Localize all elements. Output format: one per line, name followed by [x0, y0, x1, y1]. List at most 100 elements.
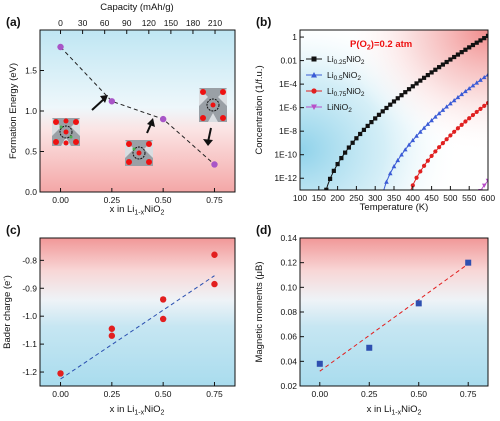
panel-c-xtick-label-2: 0.50	[155, 389, 172, 399]
panel-c-x-title: x in Li1-xNiO2	[110, 404, 165, 417]
panel-b-series-3-point-1	[481, 183, 487, 188]
panel-b-y-title: Concentration (1/f.u.)	[254, 65, 265, 154]
panel-c-point-1	[108, 325, 116, 332]
legend-marker-2	[311, 88, 317, 94]
panel-d-point-2	[415, 300, 422, 307]
panel-b-xtick-label-6: 400	[406, 193, 420, 203]
panel-b-series-1-point-20	[459, 91, 464, 97]
panel-b-series-0-point-8	[354, 136, 359, 141]
panel-b-series-2-point-8	[440, 141, 445, 146]
panel-b-series-2-point-19	[482, 103, 487, 108]
panel-b-series-1-point-1	[387, 171, 393, 176]
panel-d-xtick-label-3: 0.75	[460, 389, 477, 399]
panel-c-ytick-label-2: -1.0	[22, 311, 37, 321]
panel-b-series-2-point-13	[459, 122, 464, 127]
panel-c-ytick-label-1: -1.1	[22, 339, 37, 349]
panel-b-series-1-point-11	[425, 121, 431, 126]
panel-b-series-2-point-0	[410, 183, 415, 188]
panel-d-ytick-label-1: 0.04	[280, 356, 297, 366]
panel-c-point-4	[159, 315, 167, 323]
panel-b-series-0-point-30	[437, 65, 442, 70]
panel-d-x-title: x in Li1-xNiO2	[367, 404, 422, 417]
panel-d-ytick-label-0: 0.02	[280, 381, 297, 391]
panel-a-x-title: x in Li1-xNiO2	[110, 204, 165, 217]
panel-b-series-0-point-13	[373, 116, 378, 121]
panel-b-series-3-point-2	[485, 178, 488, 184]
panel-b-series-0-point-14	[376, 112, 382, 117]
panel-a-x2tick-label-2: 60	[100, 18, 110, 28]
panel-b-series-0-point-12	[369, 120, 374, 125]
panel-b-series-1-point-14	[436, 111, 442, 116]
panel-b-series-1-point-6	[406, 142, 412, 147]
panel-a-point-2	[159, 115, 167, 123]
panel-c-point-2	[108, 332, 116, 339]
legend-label-3: LiNiO2	[327, 102, 352, 114]
panel-a-plot	[57, 43, 218, 168]
panel-b-series-2-point-9	[444, 137, 449, 142]
panel-b-series-1-point-15	[440, 107, 446, 112]
panel-b-series-1-point-19	[455, 94, 461, 100]
panel-b-series-0-point-42	[482, 36, 487, 41]
panel-b-xtick-label-4: 300	[368, 193, 382, 203]
panel-b-series-0-point-35	[455, 52, 461, 57]
panel-c-point-0	[57, 370, 64, 377]
panel-b-series-0-point-16	[384, 105, 389, 111]
panel-a-ytick-label-3: 1.5	[25, 66, 37, 76]
panel-b-series-0-point-34	[452, 54, 457, 60]
panel-b-xtick-label-8: 500	[443, 193, 457, 203]
panel-b-series-1-point-7	[410, 137, 416, 143]
panel-b-series-2-point-11	[452, 129, 457, 134]
structure-inset-x0	[52, 118, 80, 146]
legend-marker-1	[311, 72, 317, 78]
panel-b-series-0-point-22	[406, 87, 412, 92]
panel-a-frame	[39, 29, 236, 193]
panel-a-xtick-label-0: 0.00	[52, 195, 69, 205]
panel-b-series-0-point-5	[343, 150, 348, 155]
panel-b-series-0-point-17	[388, 102, 393, 107]
panel-b-series-0-point-4	[339, 155, 344, 161]
panel-b-series-0-point-40	[474, 40, 479, 45]
panel-b-series-2-point-16	[470, 112, 476, 118]
panel-a-ytick-label-0: 0.0	[25, 187, 37, 197]
panel-d-letter: (d)	[256, 223, 271, 237]
panel-b-series-1-point-0	[384, 179, 389, 184]
panel-d-fit-line	[319, 263, 469, 372]
panel-b-series-1-point-2	[391, 164, 397, 169]
panel-c-point-3	[159, 296, 167, 303]
panel-b-series-0-point-36	[459, 50, 464, 55]
panel-b-series-0-point-7	[350, 140, 355, 145]
panel-b-series-0-point-19	[395, 96, 400, 101]
panel-b-series-1-point-24	[474, 80, 480, 85]
panel-b-series-1-point-3	[395, 157, 401, 163]
panel-b-series-1-point-16	[444, 104, 449, 109]
panel-a-x2tick-label-5: 150	[164, 18, 178, 28]
panel-a-ytick-label-2: 1.0	[25, 106, 37, 116]
panel-b-xtick-label-7: 450	[425, 193, 439, 203]
panel-d-ytick-label-4: 0.10	[280, 282, 297, 292]
panel-a-point-1	[108, 98, 116, 105]
panel-b-series-0-point-31	[440, 62, 445, 67]
structure-inset-x025	[125, 140, 153, 166]
panel-b-series-1-point-23	[470, 83, 476, 88]
panel-b-series-2-point-20	[485, 100, 488, 106]
panel-d-point-0	[316, 360, 323, 367]
legend-label-2: Li0.75NiO2	[327, 86, 365, 98]
panel-d-ytick-label-5: 0.12	[280, 258, 297, 268]
panel-c-background	[40, 238, 235, 386]
panel-c-ytick-label-0: -1.2	[22, 367, 37, 377]
panel-b-series-1-point-4	[399, 152, 404, 157]
panel-b-series-0-point-32	[444, 59, 449, 65]
panel-b-series-0-point-26	[421, 75, 427, 80]
panel-d-xtick-label-1: 0.25	[361, 389, 378, 399]
panel-b-series-2-point-10	[448, 133, 453, 138]
panel-b-series-0-point-15	[380, 109, 385, 114]
panel-b-series-2-point-1	[414, 175, 419, 180]
panel-c-letter: (c)	[6, 223, 21, 237]
panel-b-series-0-point-37	[463, 47, 468, 52]
panel-d-point-1	[366, 344, 373, 351]
panel-b-series-0-point-38	[467, 45, 472, 50]
panel-c-xtick-label-0: 0.00	[52, 389, 69, 399]
panel-b-series-1-point-9	[418, 129, 423, 134]
panel-b-xtick-label-9: 550	[462, 193, 476, 203]
panel-a-x2tick-label-1: 30	[78, 18, 88, 28]
